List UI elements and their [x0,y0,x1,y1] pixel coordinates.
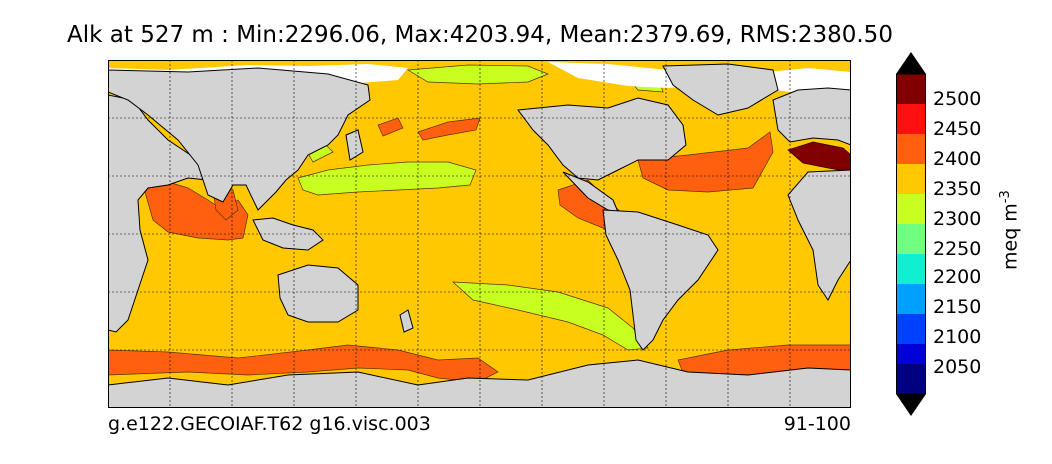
colorbar-tick-2300: 2300 [933,208,982,230]
case-name-label: g.e122.GECOIAF.T62 g16.visc.003 [108,413,431,435]
colorbar-tick-2150: 2150 [933,296,982,318]
map-frame [108,60,851,408]
greenland-land [662,63,779,116]
colorbar-tick-2400: 2400 [933,148,982,170]
mediterranean-high-alk [787,141,851,173]
colorbar-tick-2350: 2350 [933,178,982,200]
north-atlantic-region [637,131,774,193]
colorbar-segment-2300 [896,194,926,224]
japan-land [345,129,364,161]
colorbar-segment-2500 [896,74,926,104]
west-africa-land [787,169,851,301]
north-pacific-low-alk [297,161,477,196]
colorbar-tick-2450: 2450 [933,118,982,140]
australia-land [277,264,359,323]
colorbar-extend-max [896,52,926,74]
colorbar-segment-2400 [896,134,926,164]
colorbar-segment-2350 [896,164,926,194]
africa-land [108,94,209,333]
colorbar-tick-2250: 2250 [933,238,982,260]
colorbar-segment-2200 [896,254,926,284]
colorbar-tick-2200: 2200 [933,266,982,288]
colorbar-extend-min [896,394,926,416]
north-america-land [517,97,687,181]
southern-ocean-indian-band [108,344,499,383]
colorbar-segment-2250 [896,224,926,254]
north-pacific-tongue [417,117,481,141]
colorbar-unit-label: meq m-3 [998,190,1022,270]
eurasia-land [108,67,371,211]
kuril-region [377,117,404,137]
year-range-label: 91-100 [783,413,851,435]
colorbar-segment-2450 [896,104,926,134]
colorbar-segment-min [896,364,926,394]
plot-title: Alk at 527 m : Min:2296.06, Max:4203.94,… [67,22,893,48]
colorbar-tick-2050: 2050 [933,356,982,378]
graticule [108,60,851,408]
colorbar-segment-2150 [896,284,926,314]
south-america-land [602,209,719,351]
colorbar-tick-2500: 2500 [933,88,982,110]
arctic-low-alk [406,64,549,85]
colorbar-segment-2050 [896,344,926,364]
europe-land [772,87,851,146]
arabian-sea-region [142,181,249,241]
colorbar-segment-2100 [896,314,926,344]
ocean-map [108,60,851,408]
colorbar-tick-2100: 2100 [933,326,982,348]
colorbar [896,52,926,416]
new-zealand-land [399,309,414,333]
south-pacific-low-alk [452,281,649,351]
